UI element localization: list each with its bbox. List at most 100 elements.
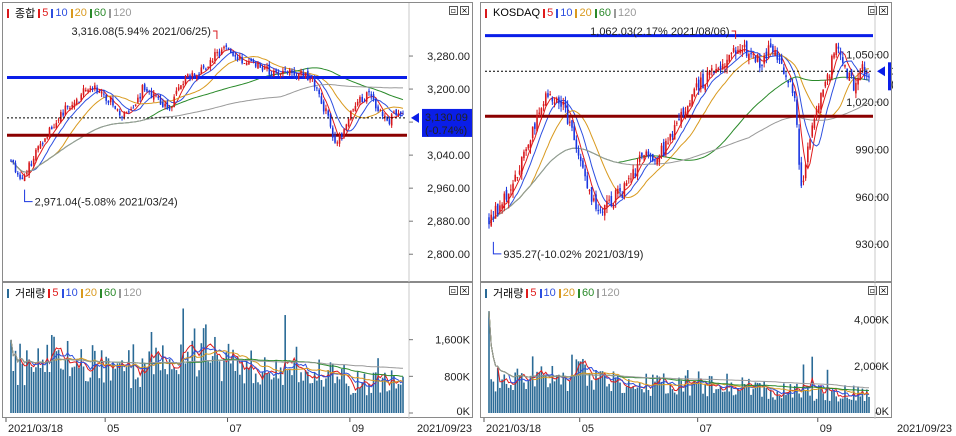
- volume-bar: [610, 391, 613, 413]
- volume-bar: [155, 347, 157, 413]
- ma120-line: [488, 102, 870, 225]
- volume-bar: [341, 368, 343, 413]
- volume-bar: [783, 383, 785, 413]
- volume-bar: [19, 343, 21, 413]
- close-icon[interactable]: ×: [460, 286, 469, 295]
- candle-body: [184, 76, 187, 85]
- candle-body: [844, 64, 846, 67]
- volume-bar: [329, 362, 332, 413]
- volume-bar: [336, 376, 339, 413]
- candle-body: [139, 96, 141, 99]
- volume-bar: [868, 396, 870, 413]
- volume-bar: [866, 389, 868, 413]
- volume-bar: [345, 383, 348, 413]
- candle-body: [560, 101, 562, 107]
- volume-bar: [841, 398, 844, 413]
- volume-bar: [123, 371, 126, 413]
- candle-body: [397, 113, 400, 115]
- volume-bar: [48, 372, 51, 413]
- volume-bar: [12, 371, 15, 413]
- legend-name: 종합: [15, 8, 36, 20]
- candle-body: [48, 127, 51, 138]
- candle-body: [612, 205, 615, 209]
- kosdaq-volume-pane[interactable]: 거래량 5 10 20 60 120 ▫ × 4,000K 2,000K 0K: [480, 282, 893, 419]
- volume-bar: [109, 380, 112, 413]
- candle-body: [71, 104, 73, 108]
- volume-bar: [647, 390, 650, 413]
- kospi-volume-pane[interactable]: 거래량 5 10 20 60 120 ▫ × 1,600K 800K 0K: [2, 282, 474, 419]
- volume-bar: [186, 351, 189, 413]
- candle-body: [527, 144, 530, 149]
- candle-body: [678, 118, 680, 121]
- candle-body: [121, 116, 123, 119]
- volume-bar: [676, 394, 678, 413]
- candle-body: [804, 164, 807, 179]
- candle-body: [78, 101, 80, 103]
- volume-bar: [689, 395, 691, 413]
- volume-bar: [196, 376, 198, 413]
- kospi-price-pane[interactable]: 종합 5 10 20 60 120 ▫ × 3,280.00 3,200.00 3,…: [2, 2, 474, 283]
- price-tag-value: 1,039.43: [891, 65, 893, 77]
- volume-bar: [39, 367, 42, 413]
- close-icon[interactable]: ×: [879, 286, 888, 295]
- volume-bar: [275, 360, 277, 413]
- volume-bar: [651, 374, 654, 413]
- candle-body: [658, 155, 661, 163]
- candle-body: [325, 108, 327, 112]
- candle-body: [839, 51, 842, 55]
- pane-window-buttons: ▫ ×: [868, 6, 888, 15]
- volume-bar: [529, 375, 532, 413]
- candle-body: [361, 96, 364, 103]
- close-icon[interactable]: ×: [460, 6, 469, 15]
- candle-body: [114, 105, 117, 109]
- candle-body: [809, 139, 811, 149]
- kospi-volume-chart[interactable]: 1,600K 800K 0K: [3, 283, 474, 419]
- maximize-icon[interactable]: ▫: [868, 6, 877, 15]
- volume-bar: [388, 390, 391, 413]
- volume-bar: [499, 387, 501, 413]
- volume-bar: [107, 358, 110, 413]
- candle-body: [103, 93, 105, 95]
- volume-bar: [216, 354, 218, 413]
- price-tag-value: 3,130.09: [425, 112, 468, 124]
- volume-bar: [87, 381, 89, 413]
- maximize-icon[interactable]: ▫: [449, 286, 458, 295]
- volume-bar: [807, 386, 809, 413]
- volume-bar: [128, 350, 130, 413]
- candle-body: [759, 57, 761, 68]
- candle-body: [44, 138, 46, 142]
- kosdaq-price-chart[interactable]: 1,050.001,020.00990.00960.00930.001,039.…: [481, 3, 893, 283]
- candle-body: [621, 194, 624, 198]
- volume-bar: [207, 361, 209, 413]
- candle-body: [75, 99, 78, 105]
- candle-body: [245, 62, 248, 66]
- volume-bar: [796, 383, 798, 413]
- kospi-price-chart[interactable]: 3,280.003,200.003,120.003,040.002,960.00…: [3, 3, 474, 283]
- volume-bar: [590, 380, 593, 413]
- volume-bar: [763, 380, 765, 413]
- volume-bar: [356, 371, 359, 413]
- volume-bar: [820, 386, 822, 413]
- candle-body: [750, 53, 752, 55]
- candle-body: [32, 158, 35, 165]
- candle-body: [848, 72, 851, 81]
- close-icon[interactable]: ×: [879, 6, 888, 15]
- candle-body: [763, 55, 765, 64]
- volume-bar: [377, 358, 379, 413]
- volume-bar: [804, 390, 807, 413]
- candle-body: [381, 111, 384, 117]
- candle-body: [706, 72, 709, 83]
- maximize-icon[interactable]: ▫: [868, 286, 877, 295]
- volume-bar: [608, 383, 610, 413]
- volume-bar: [759, 383, 761, 413]
- volume-bar: [579, 361, 582, 413]
- volume-bar: [855, 400, 857, 413]
- volume-bar: [245, 361, 248, 413]
- candle-body: [702, 73, 704, 89]
- maximize-icon[interactable]: ▫: [449, 6, 458, 15]
- candle-body: [529, 140, 532, 149]
- candle-body: [347, 119, 350, 126]
- kosdaq-price-pane[interactable]: KOSDAQ 5 10 20 60 120 ▫ × 1,050.00 1,020.…: [480, 2, 893, 283]
- volume-bar: [352, 393, 354, 413]
- kosdaq-volume-chart[interactable]: 4,000K 2,000K 0K: [481, 283, 893, 419]
